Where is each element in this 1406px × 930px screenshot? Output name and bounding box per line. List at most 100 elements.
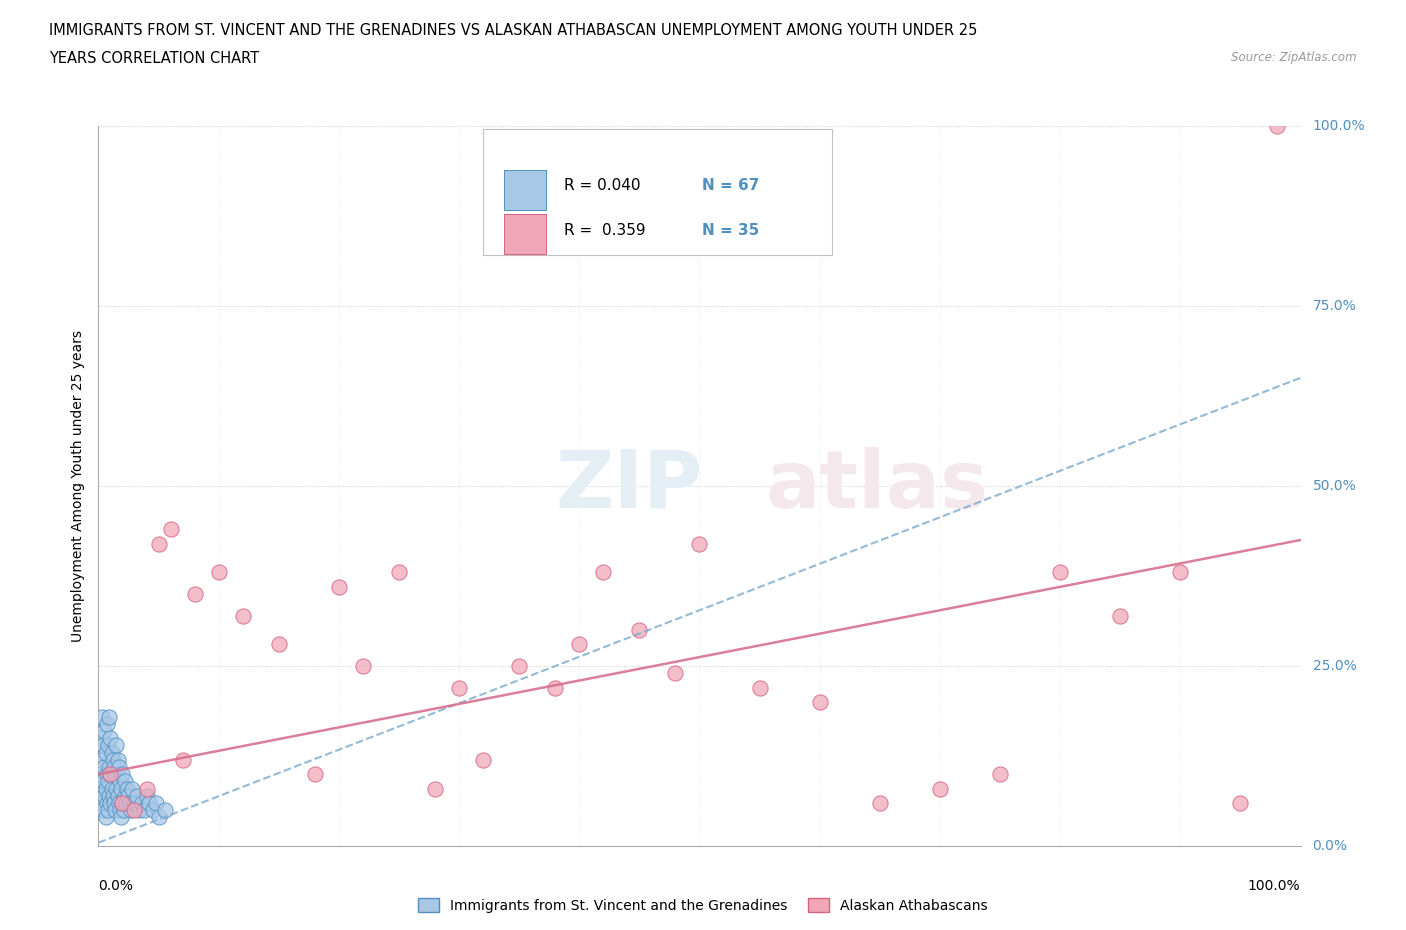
Point (89, 766, 111, 781)
Point (267, 637, 290, 652)
Point (148, 537, 170, 551)
Text: 75.0%: 75.0% (1313, 299, 1357, 312)
Point (388, 565, 411, 580)
Point (111, 766, 134, 781)
Point (100, 766, 122, 781)
Text: IMMIGRANTS FROM ST. VINCENT AND THE GRENADINES VS ALASKAN ATHABASCAN UNEMPLOYMEN: IMMIGRANTS FROM ST. VINCENT AND THE GREN… (49, 23, 977, 38)
Point (98, 789, 121, 804)
Point (94, 810, 117, 825)
Point (472, 752, 495, 767)
Point (100, 796, 122, 811)
Point (97, 774, 120, 789)
Point (104, 766, 127, 781)
Text: 50.0%: 50.0% (1313, 479, 1357, 493)
Point (94, 745, 117, 760)
Legend: Immigrants from St. Vincent and the Grenadines, Alaskan Athabascans: Immigrants from St. Vincent and the Gren… (412, 893, 994, 919)
Point (1170, 565, 1192, 580)
Point (96, 766, 118, 781)
Point (568, 637, 591, 652)
Text: 25.0%: 25.0% (1313, 659, 1357, 673)
Point (145, 796, 167, 811)
Point (423, 781, 446, 796)
Point (117, 781, 139, 796)
FancyBboxPatch shape (503, 214, 546, 254)
Point (108, 774, 131, 789)
Point (748, 681, 770, 696)
Point (159, 522, 181, 537)
Point (544, 681, 567, 696)
Point (108, 796, 131, 811)
Text: 100.0%: 100.0% (1249, 879, 1301, 893)
Point (112, 803, 135, 817)
Point (121, 781, 143, 796)
Text: Source: ZipAtlas.com: Source: ZipAtlas.com (1232, 51, 1357, 64)
Point (352, 658, 374, 673)
Point (114, 789, 136, 804)
Point (100, 781, 122, 796)
Point (1049, 565, 1071, 580)
Point (91, 803, 114, 817)
Point (97, 738, 120, 753)
Y-axis label: Unemployment Among Youth under 25 years: Unemployment Among Youth under 25 years (70, 330, 84, 642)
Point (328, 579, 350, 594)
Point (135, 781, 157, 796)
Point (104, 803, 127, 817)
Point (111, 796, 134, 811)
Text: atlas: atlas (766, 447, 988, 525)
Point (93, 760, 115, 775)
Point (232, 608, 254, 623)
Point (94, 781, 117, 796)
Point (107, 789, 129, 804)
Point (135, 789, 157, 804)
Point (138, 796, 160, 811)
Point (96, 796, 118, 811)
Point (120, 803, 142, 817)
Point (100, 731, 122, 746)
Point (172, 752, 194, 767)
Point (108, 803, 131, 817)
Text: 0.0%: 0.0% (1313, 839, 1347, 854)
Point (1229, 796, 1251, 811)
Point (304, 766, 326, 781)
Point (93, 724, 115, 738)
Point (1109, 608, 1132, 623)
Point (928, 781, 950, 796)
Point (91, 774, 114, 789)
Point (508, 658, 530, 673)
Point (90, 781, 112, 796)
Point (96, 716, 118, 731)
Point (125, 789, 148, 804)
Point (131, 796, 153, 811)
Point (105, 738, 128, 753)
Point (114, 774, 136, 789)
Point (111, 796, 134, 811)
Point (118, 796, 141, 811)
Point (98, 760, 121, 775)
Point (141, 803, 163, 817)
Point (117, 789, 139, 804)
Point (115, 796, 138, 811)
Point (808, 695, 831, 710)
Point (107, 752, 129, 767)
Point (100, 745, 122, 760)
Point (90, 731, 112, 746)
Text: R = 0.040: R = 0.040 (564, 178, 640, 193)
Point (110, 810, 132, 825)
Point (124, 796, 146, 811)
Point (988, 766, 1011, 781)
FancyBboxPatch shape (503, 170, 546, 209)
Point (91, 738, 114, 753)
Point (1265, 118, 1288, 133)
Point (91, 710, 114, 724)
Point (97, 803, 120, 817)
Point (103, 760, 125, 775)
Point (124, 803, 146, 817)
Point (148, 810, 170, 825)
Point (688, 537, 710, 551)
Point (91, 796, 114, 811)
Point (132, 803, 155, 817)
Point (628, 623, 651, 638)
Point (98, 710, 121, 724)
Point (208, 565, 231, 580)
Point (592, 565, 614, 580)
